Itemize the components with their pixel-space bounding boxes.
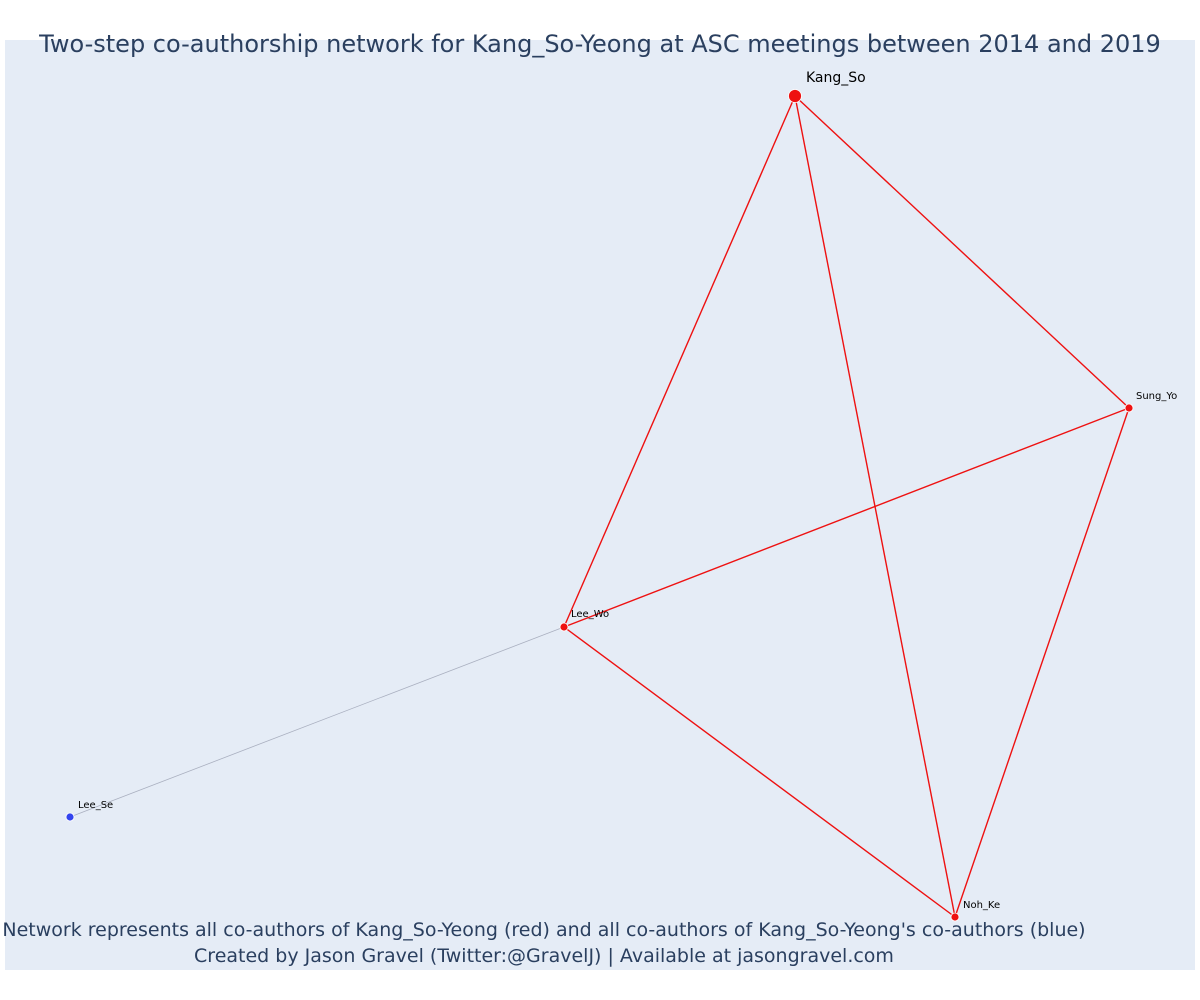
node-lee-se[interactable] <box>65 812 75 822</box>
labels-layer: Kang_So Sung_Yo Lee_Wo Noh_Ke Lee_Se <box>78 70 1177 911</box>
node-label-lee-wo: Lee_Wo <box>571 609 609 620</box>
caption-description: Network represents all co-authors of Kan… <box>2 919 1086 941</box>
caption-credit: Created by Jason Gravel (Twitter:@Gravel… <box>194 945 894 967</box>
chart-title: Two-step co-authorship network for Kang_… <box>39 30 1161 58</box>
edge-sung_yo-noh_ke <box>954 407 1130 918</box>
node-label-sung-yo: Sung_Yo <box>1136 391 1177 402</box>
node-sung-yo[interactable] <box>1124 403 1134 413</box>
edge-lee_wo-sung_yo <box>563 407 1130 628</box>
edge-lee_wo-lee_se <box>69 626 565 818</box>
plot-background <box>5 40 1195 970</box>
node-noh-ke[interactable] <box>950 912 960 922</box>
nodes-layer <box>65 89 1134 922</box>
edge-kang_so-sung_yo <box>794 95 1130 409</box>
node-lee-wo[interactable] <box>559 622 569 632</box>
edge-lee_wo-noh_ke <box>563 626 956 918</box>
node-label-lee-se: Lee_Se <box>78 800 113 811</box>
node-label-noh-ke: Noh_Ke <box>963 900 1000 911</box>
node-kang-so[interactable] <box>788 89 802 103</box>
edge-kang_so-lee_wo <box>563 95 796 628</box>
edges-layer <box>69 95 1130 918</box>
node-label-kang-so: Kang_So <box>806 70 866 86</box>
